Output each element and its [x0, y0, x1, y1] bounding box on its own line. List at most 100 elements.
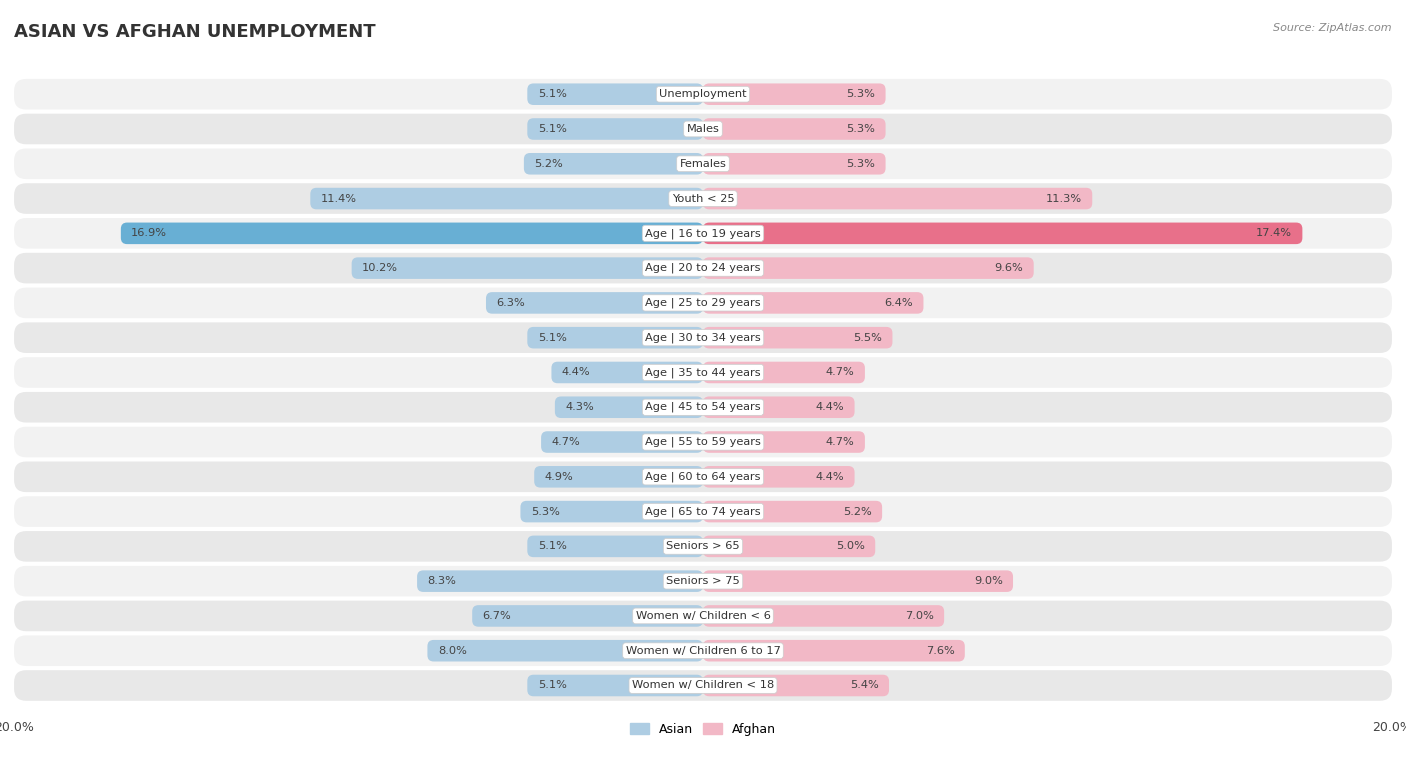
FancyBboxPatch shape [527, 327, 703, 348]
FancyBboxPatch shape [14, 427, 1392, 457]
FancyBboxPatch shape [703, 605, 945, 627]
Text: 4.7%: 4.7% [551, 437, 581, 447]
FancyBboxPatch shape [14, 531, 1392, 562]
FancyBboxPatch shape [555, 397, 703, 418]
FancyBboxPatch shape [14, 600, 1392, 631]
FancyBboxPatch shape [14, 288, 1392, 318]
Text: 5.5%: 5.5% [853, 332, 882, 343]
Text: 11.3%: 11.3% [1046, 194, 1083, 204]
Text: 8.3%: 8.3% [427, 576, 457, 586]
Text: Age | 60 to 64 years: Age | 60 to 64 years [645, 472, 761, 482]
FancyBboxPatch shape [541, 431, 703, 453]
Text: Age | 20 to 24 years: Age | 20 to 24 years [645, 263, 761, 273]
Text: 4.4%: 4.4% [815, 402, 844, 413]
Text: 5.0%: 5.0% [837, 541, 865, 551]
Text: 5.2%: 5.2% [844, 506, 872, 516]
FancyBboxPatch shape [520, 501, 703, 522]
FancyBboxPatch shape [703, 640, 965, 662]
FancyBboxPatch shape [352, 257, 703, 279]
Text: Age | 16 to 19 years: Age | 16 to 19 years [645, 228, 761, 238]
FancyBboxPatch shape [14, 357, 1392, 388]
FancyBboxPatch shape [14, 322, 1392, 353]
FancyBboxPatch shape [14, 497, 1392, 527]
FancyBboxPatch shape [14, 635, 1392, 666]
Text: 6.4%: 6.4% [884, 298, 912, 308]
Text: 5.3%: 5.3% [531, 506, 560, 516]
FancyBboxPatch shape [703, 431, 865, 453]
Text: 16.9%: 16.9% [131, 229, 167, 238]
FancyBboxPatch shape [14, 148, 1392, 179]
FancyBboxPatch shape [14, 114, 1392, 145]
Text: Women w/ Children < 6: Women w/ Children < 6 [636, 611, 770, 621]
Text: 5.1%: 5.1% [537, 541, 567, 551]
Text: Source: ZipAtlas.com: Source: ZipAtlas.com [1274, 23, 1392, 33]
FancyBboxPatch shape [486, 292, 703, 313]
FancyBboxPatch shape [14, 218, 1392, 248]
Text: Age | 30 to 34 years: Age | 30 to 34 years [645, 332, 761, 343]
FancyBboxPatch shape [703, 292, 924, 313]
FancyBboxPatch shape [527, 83, 703, 105]
Text: 9.0%: 9.0% [974, 576, 1002, 586]
Text: 6.3%: 6.3% [496, 298, 524, 308]
Legend: Asian, Afghan: Asian, Afghan [626, 718, 780, 740]
Text: Age | 65 to 74 years: Age | 65 to 74 years [645, 506, 761, 517]
Text: Males: Males [686, 124, 720, 134]
Text: Females: Females [679, 159, 727, 169]
Text: ASIAN VS AFGHAN UNEMPLOYMENT: ASIAN VS AFGHAN UNEMPLOYMENT [14, 23, 375, 41]
FancyBboxPatch shape [703, 466, 855, 488]
FancyBboxPatch shape [534, 466, 703, 488]
FancyBboxPatch shape [703, 327, 893, 348]
Text: 4.7%: 4.7% [825, 437, 855, 447]
Text: 5.4%: 5.4% [851, 681, 879, 690]
Text: 4.4%: 4.4% [562, 367, 591, 378]
FancyBboxPatch shape [703, 257, 1033, 279]
Text: 9.6%: 9.6% [994, 263, 1024, 273]
FancyBboxPatch shape [14, 183, 1392, 214]
FancyBboxPatch shape [14, 462, 1392, 492]
FancyBboxPatch shape [14, 79, 1392, 110]
FancyBboxPatch shape [14, 670, 1392, 701]
FancyBboxPatch shape [703, 397, 855, 418]
Text: 11.4%: 11.4% [321, 194, 357, 204]
FancyBboxPatch shape [703, 674, 889, 696]
Text: 4.9%: 4.9% [544, 472, 574, 481]
Text: Age | 35 to 44 years: Age | 35 to 44 years [645, 367, 761, 378]
FancyBboxPatch shape [524, 153, 703, 175]
FancyBboxPatch shape [472, 605, 703, 627]
FancyBboxPatch shape [703, 153, 886, 175]
FancyBboxPatch shape [14, 392, 1392, 422]
Text: Women w/ Children < 18: Women w/ Children < 18 [631, 681, 775, 690]
Text: 4.7%: 4.7% [825, 367, 855, 378]
Text: 5.3%: 5.3% [846, 89, 875, 99]
Text: 7.6%: 7.6% [925, 646, 955, 656]
Text: 17.4%: 17.4% [1256, 229, 1292, 238]
Text: Unemployment: Unemployment [659, 89, 747, 99]
FancyBboxPatch shape [703, 83, 886, 105]
Text: Age | 25 to 29 years: Age | 25 to 29 years [645, 298, 761, 308]
Text: 5.2%: 5.2% [534, 159, 562, 169]
Text: 10.2%: 10.2% [361, 263, 398, 273]
FancyBboxPatch shape [121, 223, 703, 244]
FancyBboxPatch shape [551, 362, 703, 383]
FancyBboxPatch shape [703, 223, 1302, 244]
Text: Seniors > 75: Seniors > 75 [666, 576, 740, 586]
Text: 8.0%: 8.0% [437, 646, 467, 656]
Text: Age | 45 to 54 years: Age | 45 to 54 years [645, 402, 761, 413]
FancyBboxPatch shape [703, 536, 875, 557]
Text: 7.0%: 7.0% [905, 611, 934, 621]
Text: 4.3%: 4.3% [565, 402, 593, 413]
FancyBboxPatch shape [703, 570, 1012, 592]
Text: 5.1%: 5.1% [537, 681, 567, 690]
Text: Age | 55 to 59 years: Age | 55 to 59 years [645, 437, 761, 447]
Text: 5.1%: 5.1% [537, 89, 567, 99]
Text: 4.4%: 4.4% [815, 472, 844, 481]
Text: 5.1%: 5.1% [537, 332, 567, 343]
FancyBboxPatch shape [527, 674, 703, 696]
FancyBboxPatch shape [418, 570, 703, 592]
Text: Women w/ Children 6 to 17: Women w/ Children 6 to 17 [626, 646, 780, 656]
FancyBboxPatch shape [527, 118, 703, 140]
FancyBboxPatch shape [14, 565, 1392, 597]
FancyBboxPatch shape [703, 118, 886, 140]
FancyBboxPatch shape [703, 501, 882, 522]
FancyBboxPatch shape [527, 536, 703, 557]
